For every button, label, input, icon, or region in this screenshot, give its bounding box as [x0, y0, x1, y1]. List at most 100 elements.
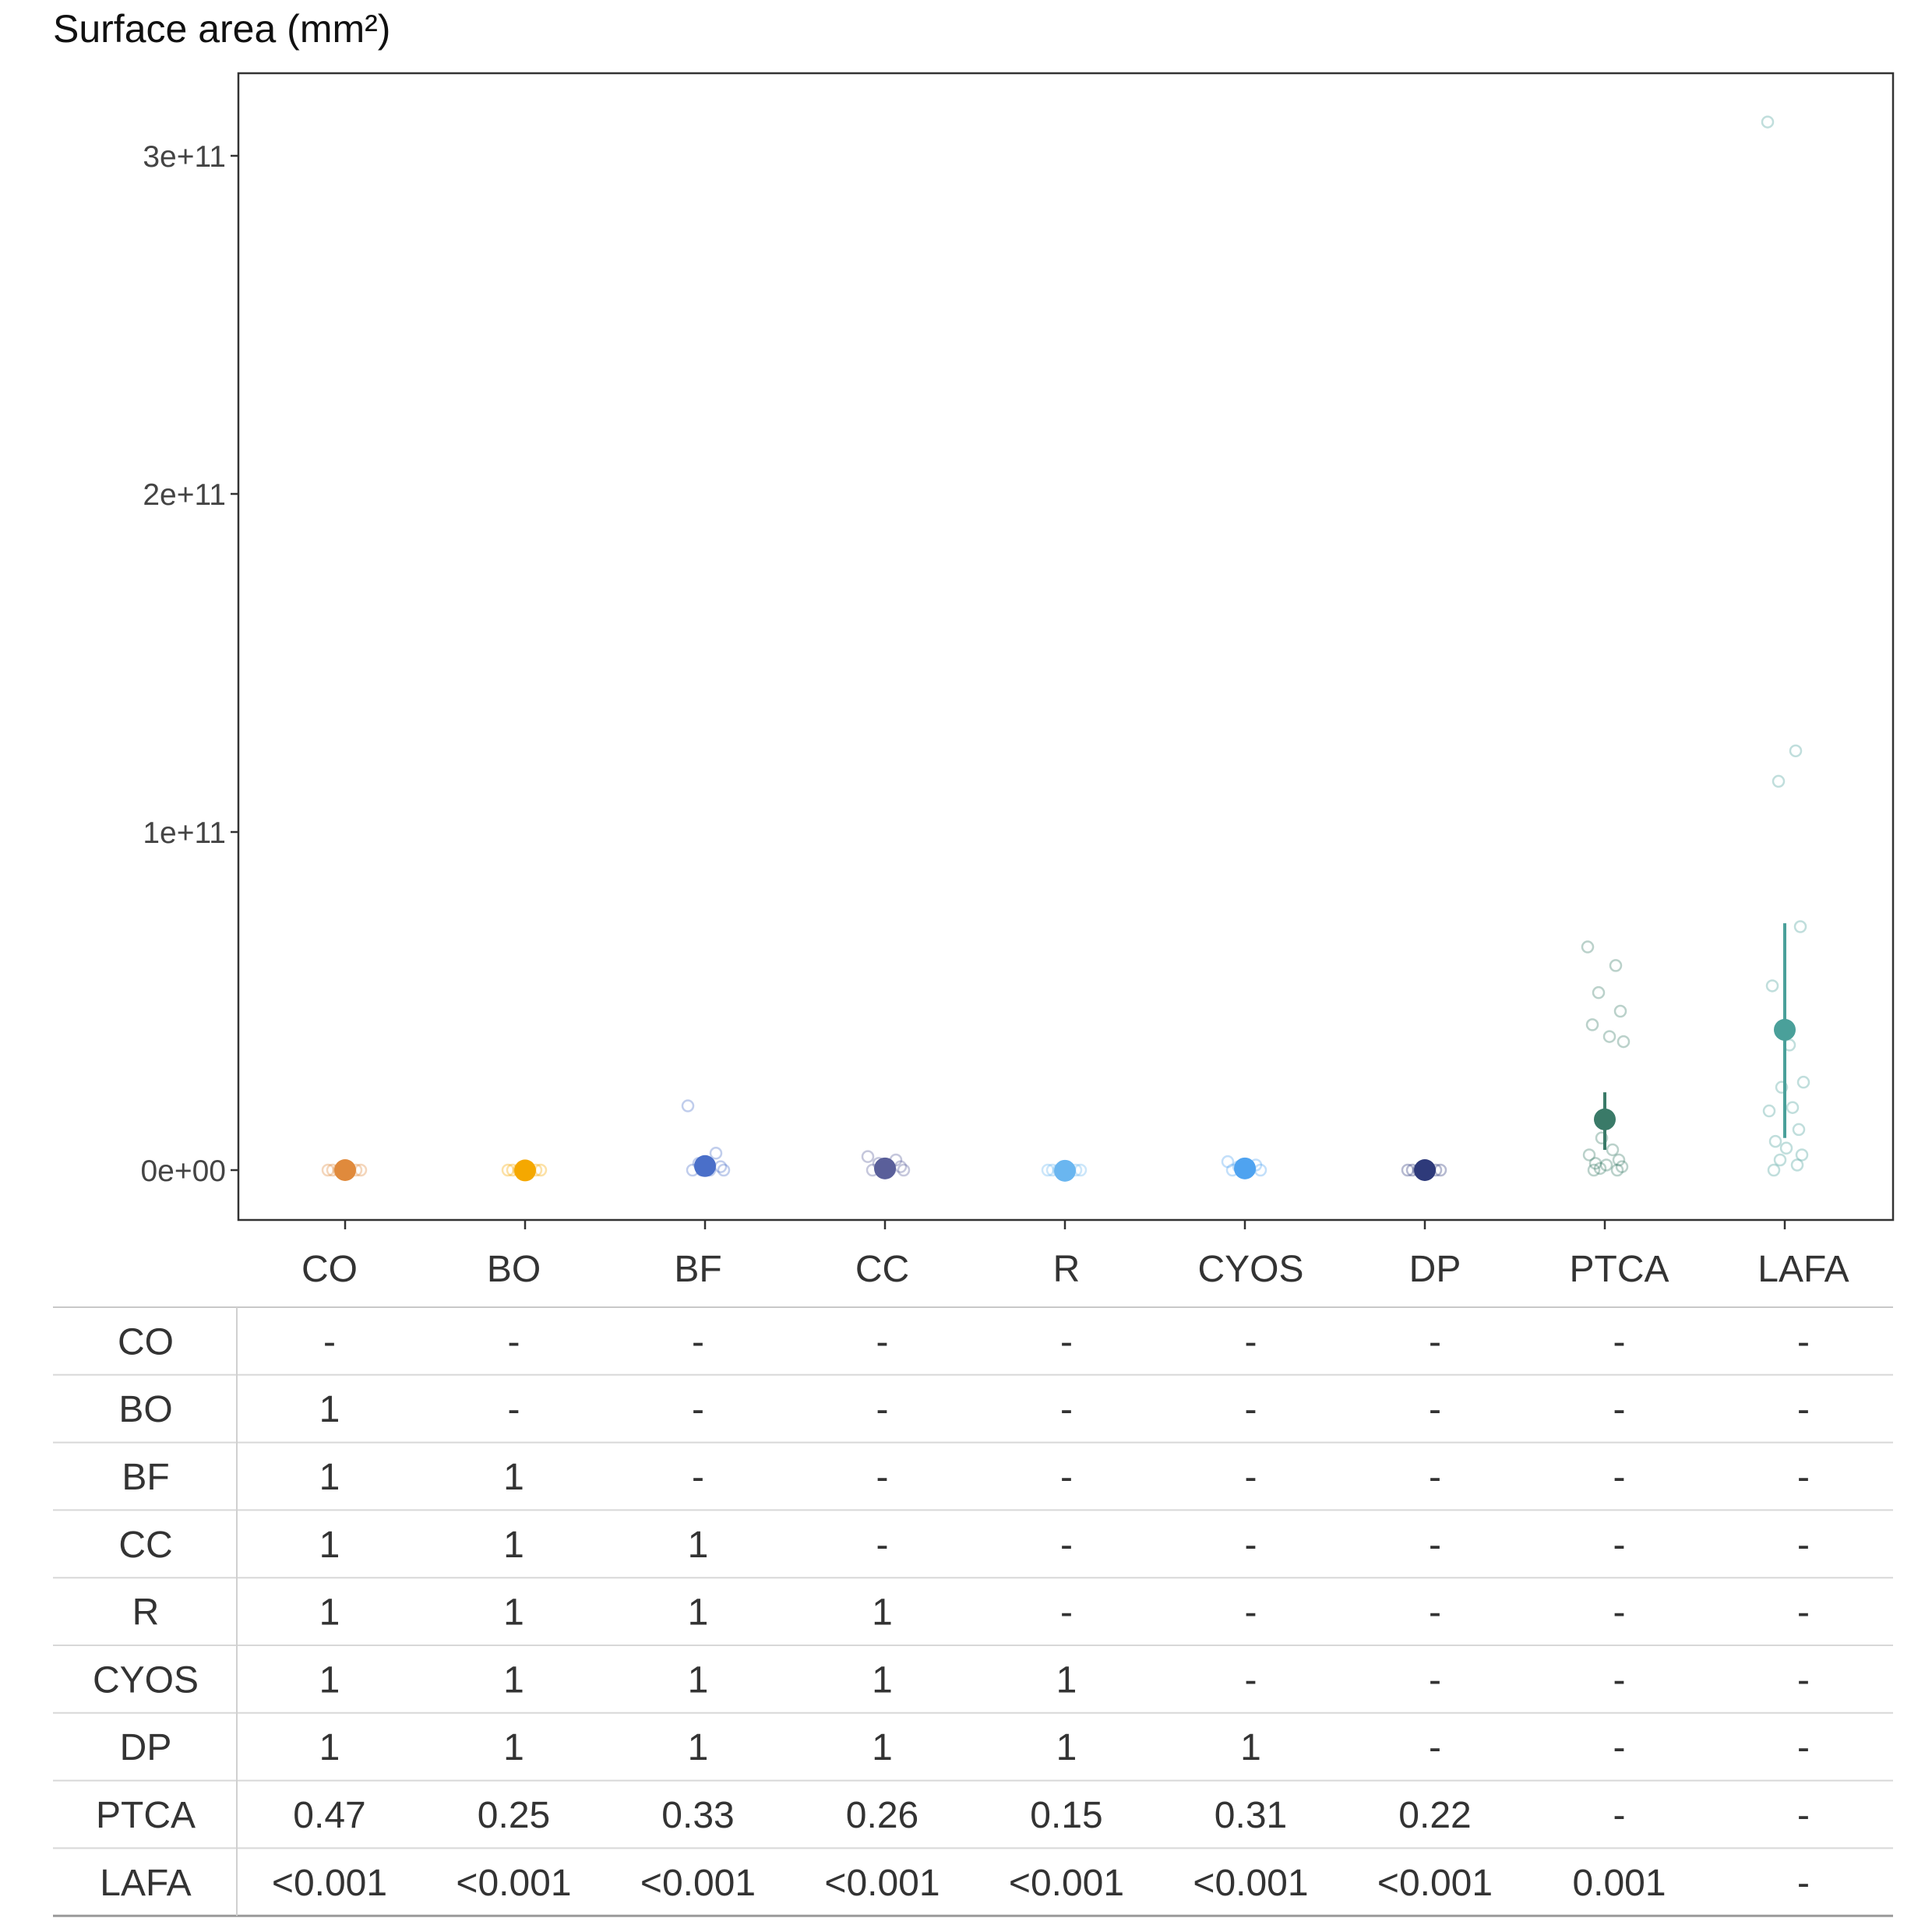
table-cell: -: [1245, 1389, 1257, 1430]
table-cell: -: [1613, 1795, 1626, 1836]
mean-point: [514, 1159, 536, 1182]
data-point: [321, 1163, 335, 1177]
data-point: [501, 1163, 515, 1177]
table-cell: -: [876, 1525, 889, 1566]
mean-point: [1234, 1157, 1256, 1179]
data-point: [1582, 1148, 1596, 1162]
table-cell: <0.001: [272, 1863, 387, 1904]
data-point: [1616, 1035, 1631, 1049]
data-point: [1612, 1153, 1626, 1167]
table-cell: -: [1429, 1457, 1441, 1498]
table-cell: 1: [688, 1727, 709, 1768]
table-cell: 1: [319, 1727, 340, 1768]
table-cell: -: [1797, 1389, 1810, 1430]
mean-point: [694, 1155, 716, 1177]
data-point: [1615, 1160, 1629, 1173]
table-cell: -: [876, 1457, 889, 1498]
data-point: [1593, 1162, 1607, 1176]
mean-point: [1414, 1159, 1436, 1181]
table-cell: -: [1797, 1525, 1810, 1566]
data-point: [1592, 985, 1606, 999]
data-point: [1041, 1163, 1055, 1177]
y-tick-label: 2e+11: [143, 478, 226, 512]
data-point: [1401, 1163, 1415, 1177]
data-point: [1775, 1081, 1789, 1094]
table-cell: -: [323, 1321, 336, 1363]
data-point: [1773, 1153, 1787, 1167]
table-cell: 1: [319, 1457, 340, 1498]
table-cell: -: [1613, 1592, 1626, 1634]
table-cell: -: [1797, 1863, 1810, 1904]
table-row-label: CC: [118, 1525, 172, 1566]
table-cell: 1: [872, 1592, 893, 1634]
table-cell: -: [1797, 1795, 1810, 1836]
table-cell: 1: [503, 1727, 524, 1768]
table-cell: 1: [688, 1592, 709, 1634]
table-cell: 1: [1240, 1727, 1261, 1768]
table-cell: -: [1429, 1321, 1441, 1363]
table-cell: <0.001: [1377, 1863, 1493, 1904]
table-cell: -: [1060, 1457, 1073, 1498]
table-cell: -: [692, 1389, 704, 1430]
table-cell: 0.47: [293, 1795, 365, 1836]
data-point: [1613, 1004, 1627, 1018]
table-row-label: BO: [118, 1389, 172, 1430]
table-cell: -: [1245, 1525, 1257, 1566]
table-row-label: PTCA: [96, 1795, 196, 1836]
table-cell: -: [1245, 1659, 1257, 1701]
data-point: [1765, 979, 1779, 992]
table-cell: -: [1429, 1727, 1441, 1768]
table-cell: -: [876, 1321, 889, 1363]
table-col-header: R: [1053, 1249, 1081, 1290]
table-cell: -: [1429, 1389, 1441, 1430]
table-row-label: CO: [118, 1321, 174, 1363]
data-point: [1602, 1030, 1616, 1043]
table-cell: 1: [872, 1727, 893, 1768]
data-point: [1606, 1143, 1620, 1157]
data-point: [717, 1163, 731, 1177]
data-point: [1599, 1158, 1613, 1172]
table-cell: 0.001: [1572, 1863, 1666, 1904]
data-point: [1610, 1163, 1624, 1177]
table-cell: -: [876, 1389, 889, 1430]
table-cell: -: [1613, 1727, 1626, 1768]
data-point: [1790, 1158, 1804, 1172]
data-point: [1761, 115, 1775, 129]
table-col-header: CO: [301, 1249, 358, 1290]
table-cell: <0.001: [1193, 1863, 1308, 1904]
y-axis: 0e+00 1e+11 2e+11 3e+11: [140, 140, 238, 1188]
y-tick-label: 1e+11: [143, 816, 226, 850]
table-cell: -: [692, 1457, 704, 1498]
data-point: [861, 1150, 875, 1163]
y-tick-label: 3e+11: [143, 140, 226, 174]
x-axis: [344, 1220, 1786, 1229]
table-col-header: CC: [855, 1249, 909, 1290]
group-means: [334, 1018, 1796, 1182]
table-cell: 1: [503, 1525, 524, 1566]
table-cell: <0.001: [824, 1863, 940, 1904]
table-cell: -: [1060, 1525, 1073, 1566]
data-point: [1587, 1163, 1601, 1177]
table-cell: 0.15: [1030, 1795, 1102, 1836]
table-cell: -: [1613, 1525, 1626, 1566]
table-cell: 0.26: [846, 1795, 918, 1836]
data-point: [1795, 1148, 1809, 1162]
table-cell: -: [1797, 1727, 1810, 1768]
table-cell: -: [1429, 1592, 1441, 1634]
data-point: [1762, 1104, 1776, 1118]
table-cell: 0.25: [478, 1795, 550, 1836]
table-cell: 1: [503, 1659, 524, 1701]
table-cell: 1: [319, 1659, 340, 1701]
table-row-label: BF: [122, 1457, 169, 1498]
table-cell: 1: [1056, 1659, 1077, 1701]
table-cell: -: [1797, 1321, 1810, 1363]
data-point: [681, 1099, 695, 1112]
pvalue-table: CO BO BF CC R CYOS DP PTCA LAFA CO - - - - - - - - - BO 1 - - -…: [53, 1249, 1893, 1917]
table-cell: -: [1613, 1389, 1626, 1430]
chart-title: Surface area (mm²): [53, 7, 391, 51]
table-cell: -: [1797, 1659, 1810, 1701]
data-point: [897, 1163, 911, 1177]
data-point: [1789, 744, 1803, 758]
mean-point: [1054, 1159, 1076, 1182]
table-cell: -: [692, 1321, 704, 1363]
